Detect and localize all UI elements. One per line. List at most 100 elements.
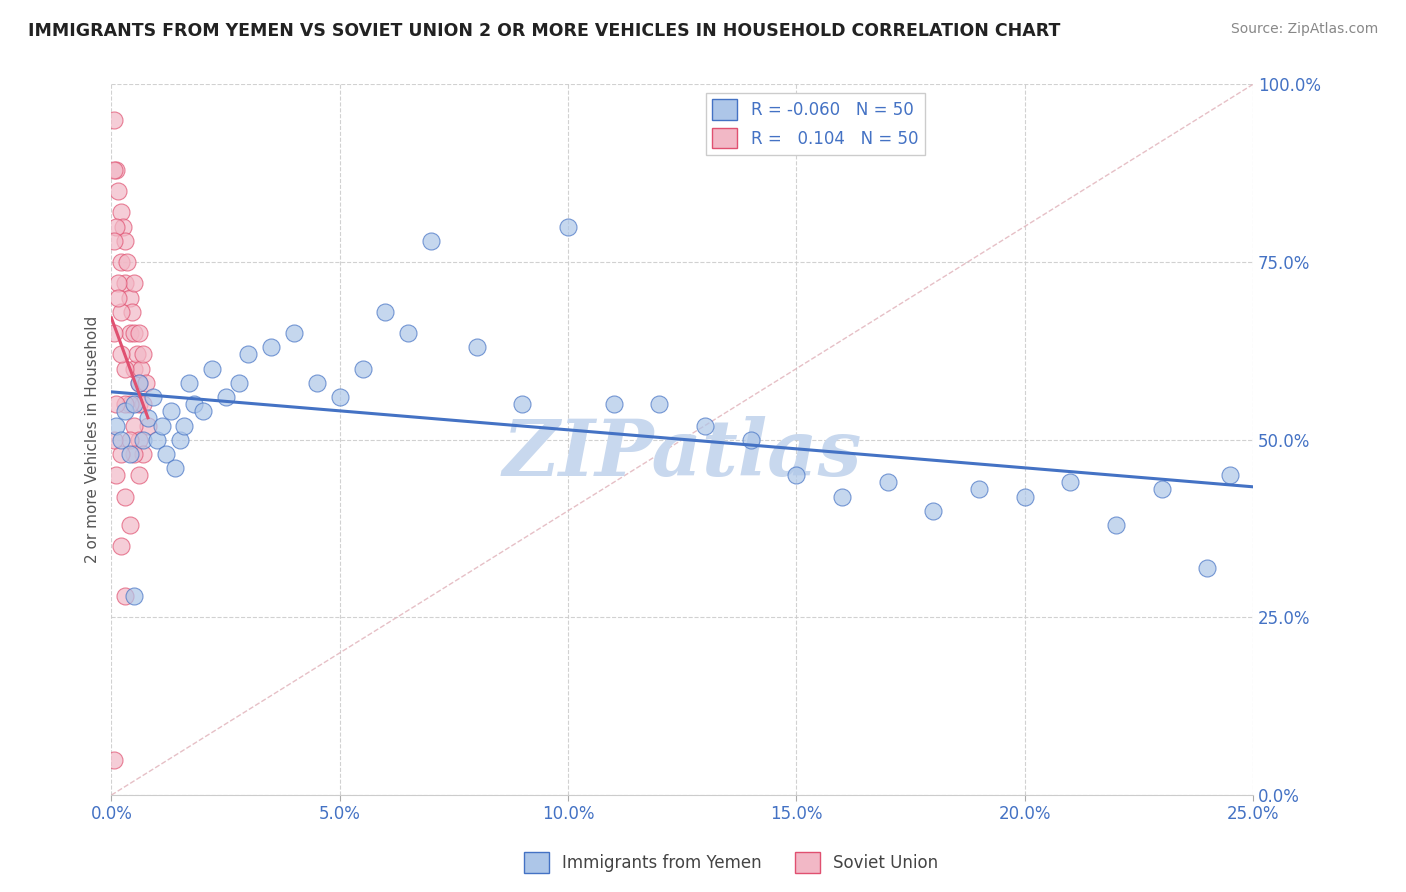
- Point: [128, 468, 150, 483]
- Point: [876, 475, 898, 490]
- Point: [107, 184, 129, 198]
- Point: [1219, 468, 1241, 483]
- Point: [132, 397, 155, 411]
- Point: [114, 397, 136, 411]
- Point: [132, 447, 155, 461]
- Point: [557, 219, 579, 234]
- Point: [191, 404, 214, 418]
- Point: [110, 447, 132, 461]
- Point: [118, 397, 141, 411]
- Point: [114, 589, 136, 603]
- Legend: R = -0.060   N = 50, R =   0.104   N = 50: R = -0.060 N = 50, R = 0.104 N = 50: [706, 93, 925, 155]
- Point: [104, 162, 127, 177]
- Point: [465, 340, 488, 354]
- Point: [305, 376, 328, 390]
- Point: [122, 326, 145, 340]
- Point: [785, 468, 807, 483]
- Point: [648, 397, 671, 411]
- Point: [118, 326, 141, 340]
- Point: [107, 291, 129, 305]
- Point: [103, 752, 125, 766]
- Point: [118, 518, 141, 533]
- Point: [228, 376, 250, 390]
- Point: [132, 433, 155, 447]
- Point: [110, 255, 132, 269]
- Point: [128, 376, 150, 390]
- Point: [129, 361, 152, 376]
- Point: [104, 418, 127, 433]
- Point: [283, 326, 305, 340]
- Point: [110, 347, 132, 361]
- Point: [103, 326, 125, 340]
- Point: [396, 326, 419, 340]
- Point: [110, 539, 132, 553]
- Point: [128, 326, 150, 340]
- Point: [159, 404, 181, 418]
- Point: [177, 376, 200, 390]
- Point: [135, 376, 157, 390]
- Point: [114, 277, 136, 291]
- Point: [114, 234, 136, 248]
- Text: ZIPatlas: ZIPatlas: [502, 416, 862, 492]
- Point: [125, 347, 148, 361]
- Point: [128, 376, 150, 390]
- Point: [260, 340, 283, 354]
- Point: [104, 397, 127, 411]
- Point: [1105, 518, 1128, 533]
- Point: [128, 397, 150, 411]
- Point: [141, 390, 163, 404]
- Point: [107, 277, 129, 291]
- Text: Source: ZipAtlas.com: Source: ZipAtlas.com: [1230, 22, 1378, 37]
- Point: [103, 234, 125, 248]
- Point: [165, 461, 187, 475]
- Point: [214, 390, 236, 404]
- Point: [146, 433, 169, 447]
- Point: [118, 291, 141, 305]
- Point: [201, 361, 224, 376]
- Point: [183, 397, 205, 411]
- Point: [238, 347, 260, 361]
- Point: [114, 490, 136, 504]
- Point: [121, 305, 143, 319]
- Point: [420, 234, 443, 248]
- Point: [602, 397, 624, 411]
- Point: [128, 433, 150, 447]
- Point: [1150, 483, 1173, 497]
- Point: [831, 490, 853, 504]
- Point: [110, 433, 132, 447]
- Point: [122, 397, 145, 411]
- Point: [103, 162, 125, 177]
- Point: [352, 361, 374, 376]
- Point: [173, 418, 195, 433]
- Point: [103, 433, 125, 447]
- Point: [114, 361, 136, 376]
- Point: [110, 305, 132, 319]
- Point: [118, 447, 141, 461]
- Point: [122, 447, 145, 461]
- Point: [136, 411, 159, 425]
- Point: [155, 447, 177, 461]
- Point: [104, 219, 127, 234]
- Point: [374, 305, 396, 319]
- Point: [1197, 560, 1219, 574]
- Point: [118, 433, 141, 447]
- Point: [122, 589, 145, 603]
- Point: [510, 397, 533, 411]
- Point: [110, 205, 132, 219]
- Point: [329, 390, 352, 404]
- Point: [117, 255, 139, 269]
- Y-axis label: 2 or more Vehicles in Household: 2 or more Vehicles in Household: [86, 316, 100, 564]
- Point: [103, 112, 125, 127]
- Point: [122, 418, 145, 433]
- Point: [967, 483, 990, 497]
- Point: [132, 347, 155, 361]
- Point: [122, 277, 145, 291]
- Point: [169, 433, 191, 447]
- Point: [111, 219, 134, 234]
- Point: [1014, 490, 1036, 504]
- Point: [136, 418, 159, 433]
- Point: [1059, 475, 1081, 490]
- Text: IMMIGRANTS FROM YEMEN VS SOVIET UNION 2 OR MORE VEHICLES IN HOUSEHOLD CORRELATIO: IMMIGRANTS FROM YEMEN VS SOVIET UNION 2 …: [28, 22, 1060, 40]
- Point: [150, 418, 173, 433]
- Point: [114, 404, 136, 418]
